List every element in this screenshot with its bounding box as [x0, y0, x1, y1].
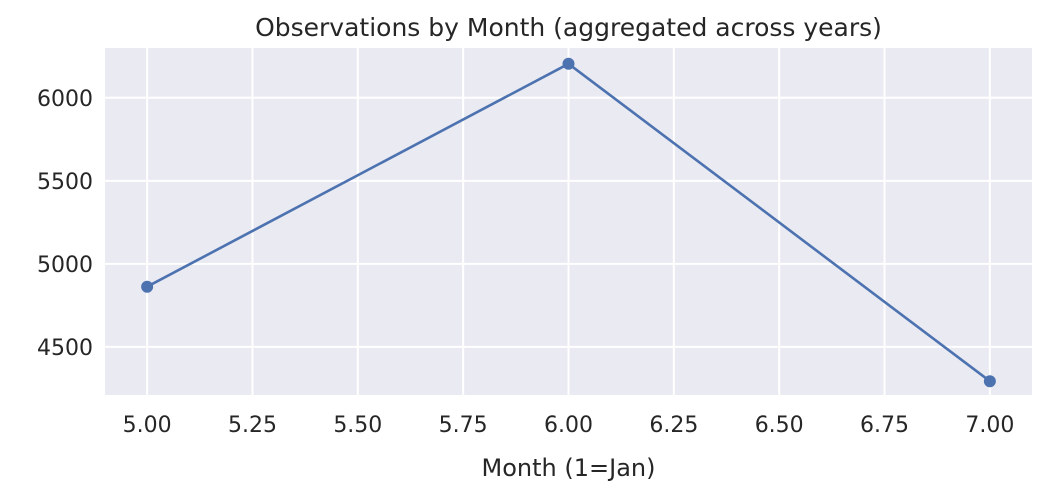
x-tick-label: 5.00 — [123, 413, 172, 438]
x-tick-label: 6.25 — [649, 413, 698, 438]
x-tick-label: 5.50 — [333, 413, 382, 438]
y-tick-label: 5000 — [37, 253, 93, 278]
x-tick-label: 5.25 — [228, 413, 277, 438]
x-tick-label: 6.50 — [755, 413, 804, 438]
y-tick-label: 4500 — [37, 336, 93, 361]
x-tick-label: 6.00 — [544, 413, 593, 438]
x-tick-label: 7.00 — [965, 413, 1014, 438]
chart-title: Observations by Month (aggregated across… — [255, 13, 882, 42]
data-point — [983, 375, 996, 388]
tick-labels: 5.00 5.25 5.50 5.75 6.00 6.25 6.50 6.75 7.00 4500… — [37, 87, 1014, 438]
series-layer — [141, 57, 996, 388]
data-point — [141, 280, 154, 293]
y-tick-label: 5500 — [37, 170, 93, 195]
data-point — [562, 57, 575, 70]
x-tick-label: 5.75 — [439, 413, 488, 438]
grid-lines — [105, 48, 1032, 395]
x-tick-label: 6.75 — [860, 413, 909, 438]
x-axis-title: Month (1=Jan) — [482, 454, 656, 482]
y-tick-label: 6000 — [37, 87, 93, 112]
